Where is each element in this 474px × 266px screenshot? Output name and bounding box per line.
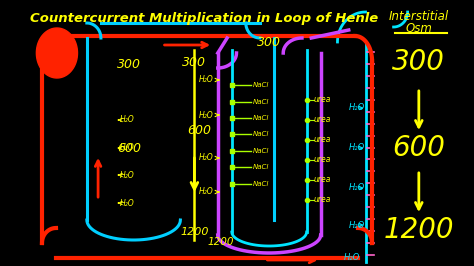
Text: H₂O: H₂O xyxy=(349,221,365,230)
Text: 600: 600 xyxy=(392,134,445,162)
Text: urea: urea xyxy=(313,196,330,205)
Text: H₂O: H₂O xyxy=(119,143,134,152)
Text: 300: 300 xyxy=(117,59,141,72)
Text: NaCl: NaCl xyxy=(253,164,270,170)
Text: 600: 600 xyxy=(187,123,211,136)
Text: Countercurrent Multiplication in Loop of Henle: Countercurrent Multiplication in Loop of… xyxy=(29,12,378,25)
Text: urea: urea xyxy=(313,135,330,144)
Text: NaCl: NaCl xyxy=(253,99,270,105)
Text: 1200: 1200 xyxy=(207,237,234,247)
Text: NaCl: NaCl xyxy=(253,131,270,137)
Text: H₂O: H₂O xyxy=(344,253,360,263)
Text: 300: 300 xyxy=(257,35,281,48)
Text: NaCl: NaCl xyxy=(253,115,270,121)
Text: H₂O: H₂O xyxy=(349,184,365,193)
Text: urea: urea xyxy=(313,176,330,185)
Text: H₂O: H₂O xyxy=(349,103,365,113)
Text: H₂O: H₂O xyxy=(199,153,214,163)
Text: H₂O: H₂O xyxy=(119,198,134,207)
Text: urea: urea xyxy=(313,156,330,164)
Text: H₂O: H₂O xyxy=(349,143,365,152)
Text: H₂O: H₂O xyxy=(119,115,134,124)
Text: NaCl: NaCl xyxy=(253,148,270,154)
Text: NaCl: NaCl xyxy=(253,82,270,88)
Text: NaCl: NaCl xyxy=(253,181,270,187)
Text: Interstitial: Interstitial xyxy=(389,10,449,23)
Text: urea: urea xyxy=(313,115,330,124)
Text: H₂O: H₂O xyxy=(199,76,214,85)
Text: H₂O: H₂O xyxy=(199,110,214,119)
Text: Osm: Osm xyxy=(405,22,432,35)
Text: H₂O: H₂O xyxy=(199,188,214,197)
Text: H₂O: H₂O xyxy=(119,171,134,180)
Text: 300: 300 xyxy=(392,48,445,76)
Text: 600: 600 xyxy=(117,142,141,155)
Polygon shape xyxy=(36,28,78,78)
Text: 1200: 1200 xyxy=(180,227,209,237)
Text: 300: 300 xyxy=(182,56,206,69)
Text: urea: urea xyxy=(313,95,330,105)
Text: 1200: 1200 xyxy=(383,216,454,244)
